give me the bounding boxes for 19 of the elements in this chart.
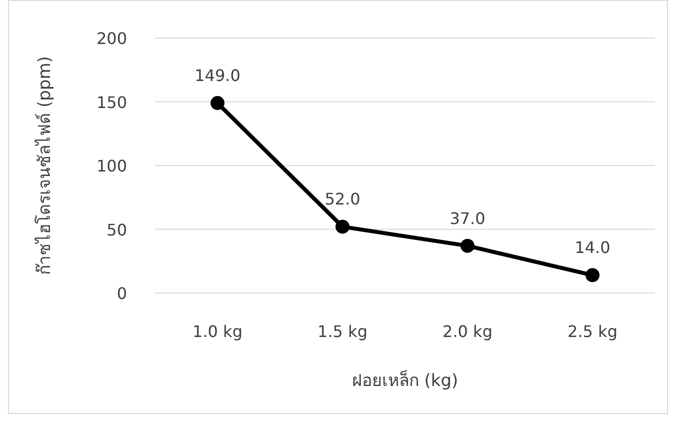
data-label: 37.0	[450, 208, 486, 228]
data-label: 149.0	[194, 66, 240, 86]
x-tick-label: 1.0 kg	[192, 322, 242, 341]
data-label: 14.0	[574, 238, 610, 258]
y-tick-label: 200	[96, 29, 127, 48]
x-tick-label: 2.0 kg	[442, 322, 492, 341]
point	[586, 268, 600, 282]
x-axis-title: ฝอยเหล็ก (kg)	[352, 369, 458, 391]
y-axis-title: ก๊าซไฮโดรเจนซัลไฟด์ (ppm)	[34, 56, 55, 275]
y-tick-label: 0	[116, 284, 127, 303]
point	[460, 238, 474, 253]
point	[210, 96, 224, 110]
point	[336, 220, 350, 234]
y-tick-label: 50	[106, 220, 127, 240]
data-label: 52.0	[324, 190, 360, 209]
y-tick-label: 100	[96, 156, 127, 176]
y-tick-label: 150	[96, 92, 127, 112]
x-tick-label: 1.5 kg	[318, 322, 368, 341]
x-tick-label: 2.5 kg	[568, 322, 618, 341]
